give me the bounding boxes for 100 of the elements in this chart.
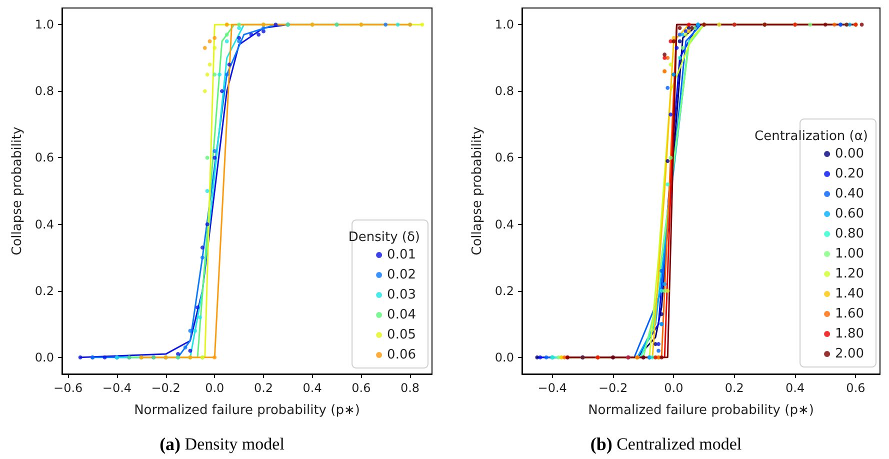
- point: [662, 282, 667, 286]
- x-tick-label: −0.4: [538, 381, 567, 395]
- point: [224, 72, 229, 77]
- legend-label: 1.60: [835, 306, 864, 322]
- legend-label: 0.05: [387, 328, 416, 342]
- point: [212, 36, 217, 40]
- point: [205, 189, 210, 193]
- legend-label: 0.20: [835, 166, 864, 182]
- x-tick-label: 0.2: [254, 381, 274, 395]
- legend-label: 1.80: [835, 326, 864, 342]
- text: (b) Centralized model: [590, 434, 742, 454]
- point: [656, 342, 661, 346]
- point: [666, 182, 670, 186]
- point: [261, 29, 266, 34]
- point: [237, 26, 242, 30]
- y-tick-label: 0.8: [494, 84, 514, 98]
- point: [680, 46, 685, 50]
- point: [674, 46, 679, 50]
- legend-label: 0.01: [387, 248, 416, 262]
- point: [656, 348, 661, 353]
- legend-label: 2.00: [835, 346, 864, 362]
- x-tick-label: 0.0: [664, 381, 684, 395]
- legend-label: 1.00: [835, 246, 864, 262]
- point: [237, 22, 242, 27]
- x-tick-label: −0.2: [598, 381, 628, 395]
- x-tick-label: 0.6: [352, 381, 371, 395]
- legend-label: 1.20: [835, 266, 864, 282]
- point: [660, 312, 664, 316]
- point: [237, 36, 242, 40]
- legend-label: 0.40: [835, 186, 864, 202]
- point: [249, 32, 254, 37]
- x-tick-label: −0.2: [151, 381, 180, 395]
- point: [678, 56, 682, 60]
- legend-label: 0.06: [387, 348, 416, 362]
- x-axis-title: Normalized failure probability (p∗): [134, 403, 360, 418]
- point: [396, 22, 400, 27]
- point: [808, 22, 812, 27]
- x-tick-label: −0.4: [102, 381, 132, 395]
- legend-label: 0.02: [387, 268, 416, 282]
- point: [686, 22, 691, 27]
- point: [218, 72, 222, 77]
- point: [544, 355, 548, 360]
- point: [212, 46, 217, 50]
- text: (a) Density model: [160, 434, 285, 454]
- point: [200, 246, 204, 250]
- point: [666, 159, 670, 164]
- y-tick-label: 1.0: [34, 18, 54, 32]
- point: [662, 52, 667, 57]
- point: [212, 156, 217, 160]
- legend-label: 0.80: [835, 226, 864, 242]
- y-axis-title: Collapse probability: [470, 126, 485, 256]
- y-tick-label: 0.6: [34, 150, 54, 165]
- point: [227, 62, 232, 67]
- point: [224, 39, 229, 44]
- point: [668, 112, 673, 116]
- point: [678, 39, 682, 44]
- point: [202, 89, 207, 94]
- point: [666, 288, 670, 293]
- point: [208, 39, 212, 44]
- x-tick-label: 0.4: [302, 381, 322, 395]
- point: [212, 72, 217, 77]
- y-axis-title: Collapse probability: [10, 126, 25, 256]
- point: [220, 89, 224, 94]
- point: [823, 22, 828, 27]
- point: [78, 355, 82, 360]
- point: [193, 328, 198, 333]
- y-tick-label: 0.4: [494, 217, 514, 232]
- x-tick-label: 0.6: [846, 381, 866, 395]
- y-tick-label: 0.2: [34, 284, 54, 298]
- legend-label: 0.00: [835, 146, 864, 162]
- point: [202, 46, 207, 50]
- point: [686, 29, 691, 34]
- point: [205, 222, 210, 226]
- x-axis-title: Normalized failure probability (p∗): [588, 403, 814, 418]
- y-tick-label: 0.4: [34, 217, 54, 232]
- legend-label: 0.04: [387, 308, 416, 322]
- point: [237, 39, 242, 44]
- y-tick-label: 1.0: [494, 18, 514, 32]
- legend-title: Centralization (α): [754, 129, 868, 144]
- point: [183, 345, 188, 350]
- legend-title: Density (δ): [348, 230, 420, 245]
- y-tick-label: 0.0: [34, 350, 54, 364]
- x-tick-label: 0.8: [400, 381, 420, 395]
- point: [212, 149, 217, 154]
- point: [538, 355, 542, 360]
- legend-label: 0.03: [387, 288, 416, 302]
- point: [102, 355, 107, 360]
- point: [224, 32, 229, 37]
- x-tick-label: 0.0: [205, 381, 224, 395]
- point: [176, 352, 180, 356]
- point: [666, 86, 670, 90]
- point: [678, 26, 682, 30]
- legend-label: 1.40: [835, 286, 864, 302]
- point: [198, 315, 202, 320]
- point: [256, 32, 261, 37]
- x-tick-label: −0.6: [54, 381, 83, 395]
- legend-label: 0.60: [835, 206, 864, 222]
- y-tick-label: 0.2: [494, 284, 514, 298]
- point: [205, 156, 210, 160]
- point: [208, 62, 212, 67]
